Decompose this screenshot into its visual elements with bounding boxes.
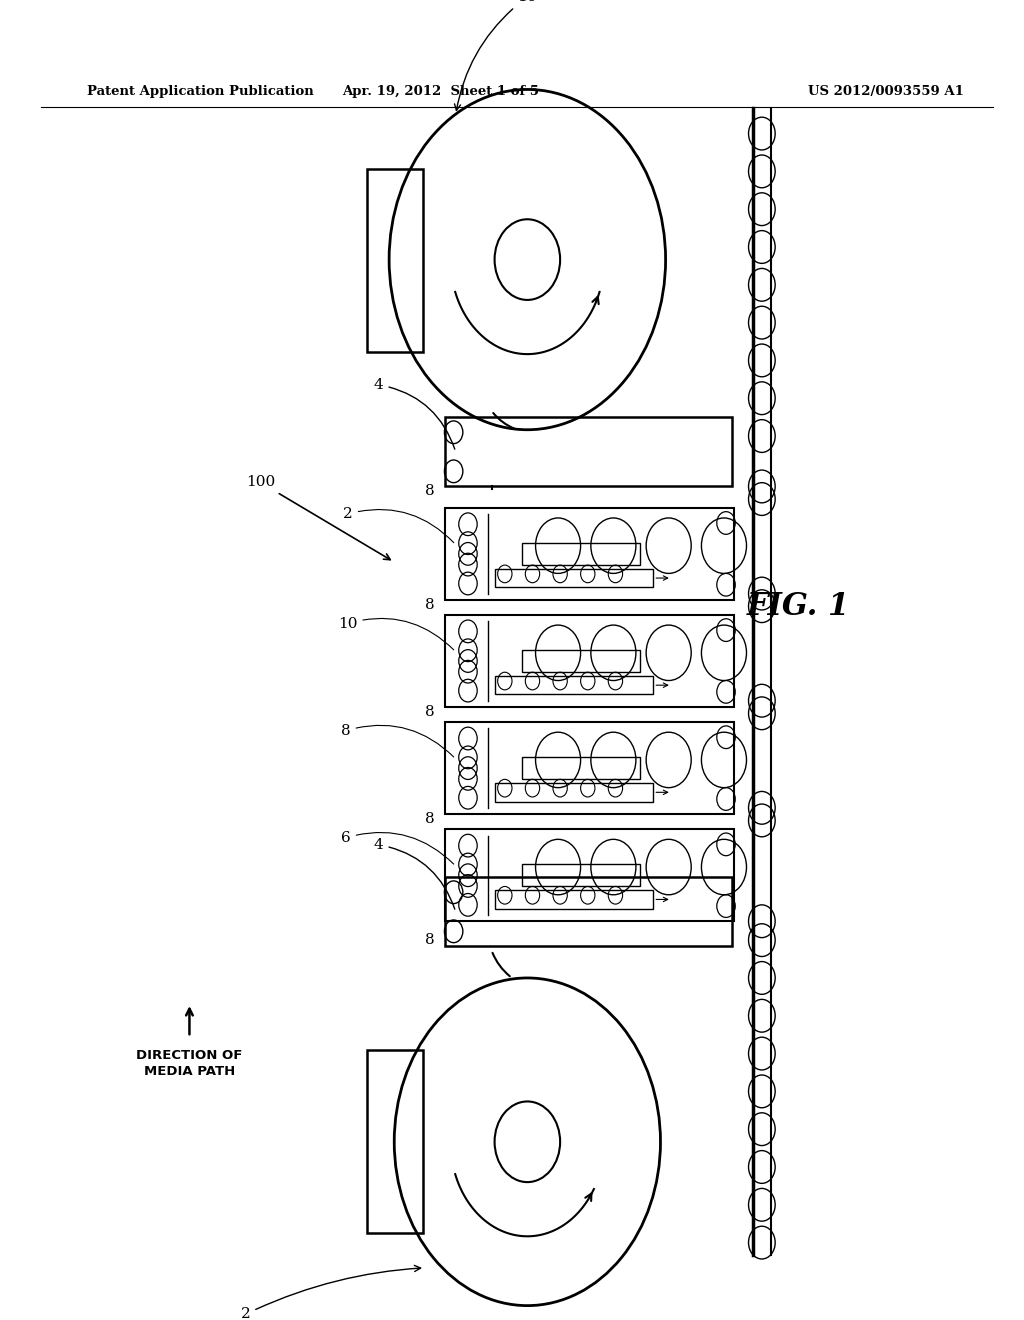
Bar: [445, 722, 734, 814]
Text: US 2012/0093559 A1: US 2012/0093559 A1: [808, 86, 964, 99]
Text: 4: 4: [374, 378, 455, 449]
Bar: [495, 676, 653, 694]
Text: DIRECTION OF
MEDIA PATH: DIRECTION OF MEDIA PATH: [136, 1049, 243, 1078]
Text: 10: 10: [338, 616, 454, 649]
Text: 4: 4: [374, 838, 455, 909]
Bar: [495, 569, 653, 587]
Text: 8: 8: [425, 598, 435, 611]
Text: Patent Application Publication: Patent Application Publication: [87, 86, 313, 99]
Bar: [495, 890, 653, 908]
Text: 2: 2: [343, 507, 454, 543]
Bar: [445, 876, 732, 946]
Bar: [522, 649, 640, 672]
Bar: [445, 417, 732, 487]
Bar: [445, 829, 734, 921]
Bar: [522, 543, 640, 565]
Bar: [495, 783, 653, 801]
Text: 8: 8: [425, 933, 435, 946]
Text: 6: 6: [341, 830, 454, 865]
Bar: [445, 615, 734, 708]
Text: 8: 8: [341, 723, 454, 756]
Text: 8: 8: [425, 705, 435, 719]
Bar: [522, 865, 640, 886]
Text: Apr. 19, 2012  Sheet 1 of 5: Apr. 19, 2012 Sheet 1 of 5: [342, 86, 539, 99]
Text: 2: 2: [241, 1266, 421, 1320]
Text: FIG. 1: FIG. 1: [748, 590, 850, 622]
Text: 16: 16: [455, 0, 537, 111]
Text: 8: 8: [425, 484, 435, 498]
Bar: [522, 758, 640, 779]
Bar: [445, 508, 734, 599]
Text: 8: 8: [425, 812, 435, 826]
Text: 100: 100: [246, 475, 390, 560]
